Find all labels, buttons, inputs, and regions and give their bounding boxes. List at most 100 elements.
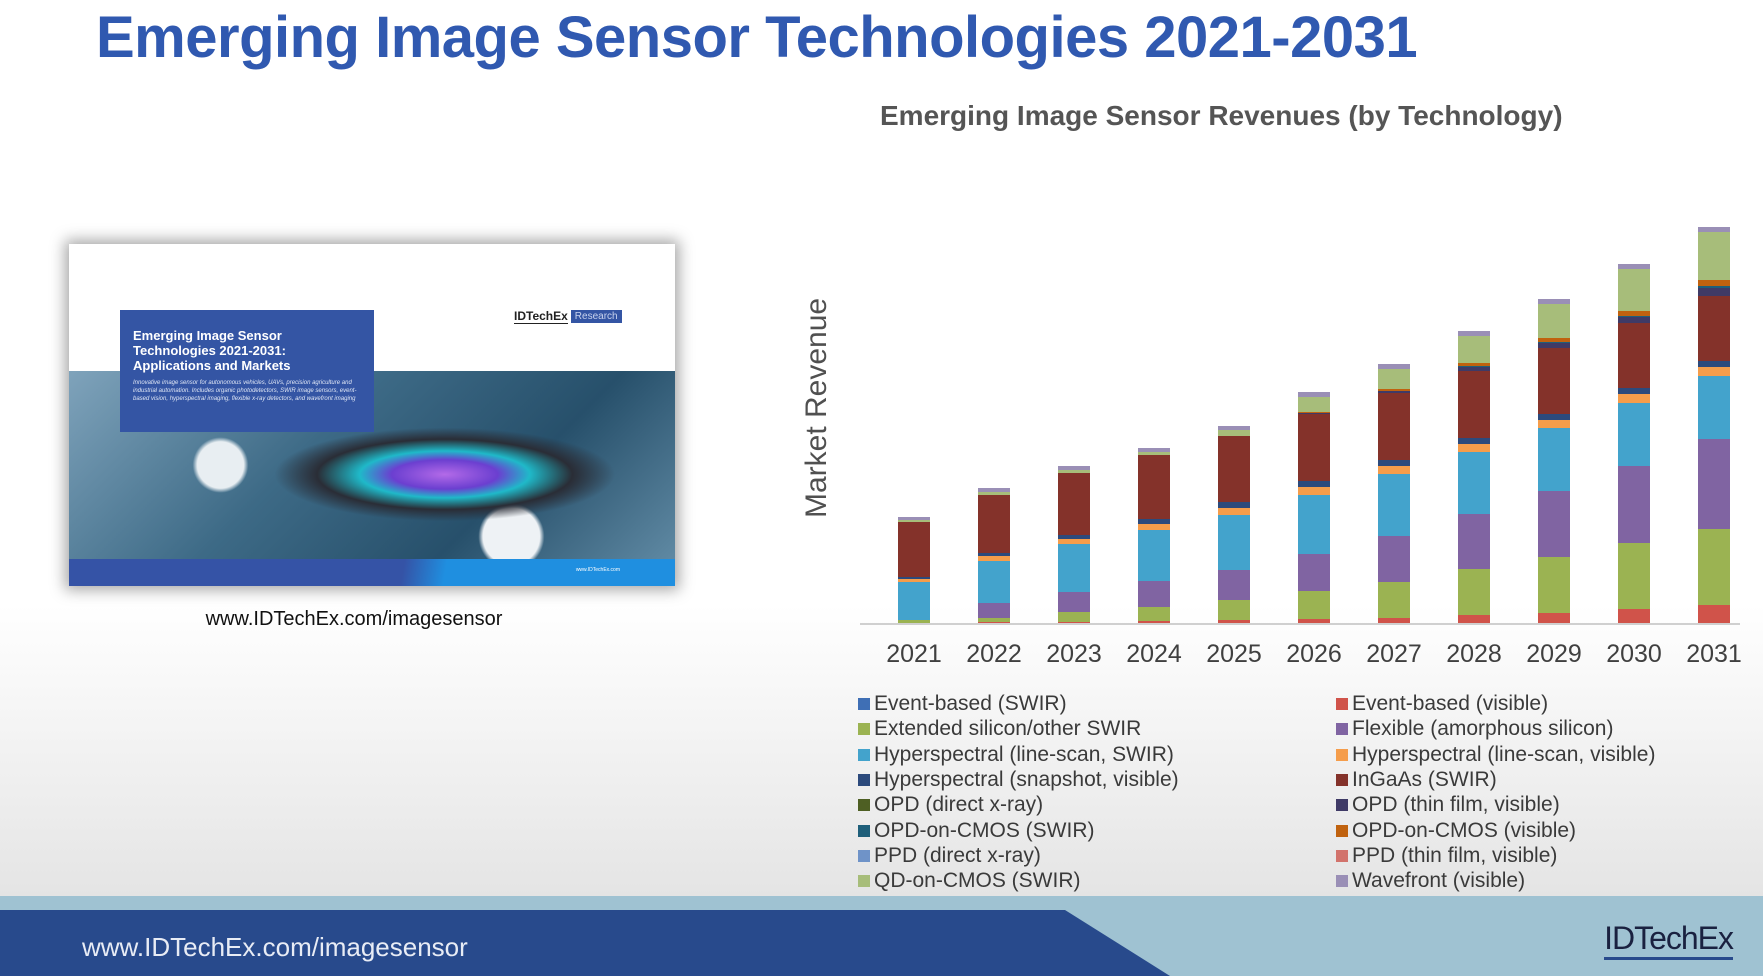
stacked-bar-plot xyxy=(860,210,1740,625)
bar-segment xyxy=(1058,470,1090,473)
legend-item: Event-based (SWIR) xyxy=(858,692,1067,716)
cover-brand-tag: Research xyxy=(570,310,622,323)
bar-segment xyxy=(1538,613,1570,623)
bar-segment xyxy=(1138,519,1170,524)
x-axis-line xyxy=(860,623,1740,625)
legend-item: Event-based (visible) xyxy=(1336,692,1548,716)
bar-segment xyxy=(1458,569,1490,615)
bar-segment xyxy=(1698,361,1730,367)
bar-segment xyxy=(1218,436,1250,502)
x-tick-label: 2028 xyxy=(1446,640,1502,668)
legend-item: Flexible (amorphous silicon) xyxy=(1336,717,1613,741)
legend-swatch-icon xyxy=(858,748,870,761)
bar-segment xyxy=(1538,420,1570,428)
bar-segment xyxy=(1298,487,1330,495)
bar-segment xyxy=(1218,426,1250,430)
bar-segment xyxy=(1458,366,1490,367)
legend-item: Extended silicon/other SWIR xyxy=(858,717,1141,741)
cover-title-box: Emerging Image Sensor Technologies 2021-… xyxy=(120,310,374,432)
bar-segment xyxy=(1538,304,1570,338)
x-tick-label: 2025 xyxy=(1206,640,1262,668)
bar-2031 xyxy=(1698,227,1730,623)
bar-segment xyxy=(1458,367,1490,371)
legend-item: OPD-on-CMOS (visible) xyxy=(1336,819,1576,843)
bar-segment xyxy=(978,622,1010,623)
bar-segment xyxy=(1218,620,1250,623)
footer-url[interactable]: www.IDTechEx.com/imagesensor xyxy=(82,932,468,962)
bar-segment xyxy=(1618,403,1650,466)
bar-segment xyxy=(1138,455,1170,519)
bar-segment xyxy=(1458,444,1490,452)
bar-segment xyxy=(1618,323,1650,388)
bar-segment xyxy=(1218,570,1250,600)
bar-segment xyxy=(1138,621,1170,623)
cover-caption-link[interactable]: www.IDTechEx.com/imagesensor xyxy=(205,608,503,630)
bar-segment xyxy=(1298,481,1330,487)
legend-swatch-icon xyxy=(1336,723,1348,736)
bar-segment xyxy=(898,577,930,579)
bar-segment xyxy=(1218,502,1250,508)
bar-segment xyxy=(1458,615,1490,623)
legend-item: Hyperspectral (line-scan, SWIR) xyxy=(858,743,1174,767)
bar-segment xyxy=(978,603,1010,618)
legend-label: Event-based (visible) xyxy=(1352,692,1549,715)
cover-description: Innovative image sensor for autonomous v… xyxy=(133,380,357,402)
bar-segment xyxy=(898,522,930,577)
bar-segment xyxy=(1698,232,1730,280)
legend-label: Hyperspectral (line-scan, visible) xyxy=(1352,742,1656,766)
bar-segment xyxy=(1538,428,1570,491)
bar-segment xyxy=(1538,299,1570,304)
bar-segment xyxy=(978,492,1010,495)
bar-segment xyxy=(1618,388,1650,394)
bar-segment xyxy=(1538,348,1570,414)
bar-segment xyxy=(978,556,1010,561)
legend-swatch-icon xyxy=(1336,875,1348,888)
bar-segment xyxy=(1218,430,1250,436)
bar-segment xyxy=(1458,438,1490,444)
x-tick-label: 2021 xyxy=(886,640,942,668)
bar-segment xyxy=(1298,495,1330,554)
legend-item: Wavefront (visible) xyxy=(1336,869,1525,893)
legend-item: QD-on-CMOS (SWIR) xyxy=(858,869,1081,893)
x-tick-label: 2026 xyxy=(1286,640,1342,668)
bar-segment xyxy=(1138,607,1170,621)
bar-2030 xyxy=(1618,264,1650,623)
bar-segment xyxy=(1378,466,1410,474)
bar-segment xyxy=(1538,414,1570,420)
legend-item: Hyperspectral (snapshot, visible) xyxy=(858,768,1179,792)
bar-segment xyxy=(1378,391,1410,393)
legend-item: PPD (thin film, visible) xyxy=(1336,844,1557,868)
bar-segment xyxy=(1298,412,1330,413)
bar-segment xyxy=(898,520,930,522)
bar-segment xyxy=(1378,618,1410,623)
cover-title: Emerging Image Sensor Technologies 2021-… xyxy=(133,328,291,373)
bar-segment xyxy=(1138,524,1170,530)
bar-segment xyxy=(1378,364,1410,369)
x-tick-label: 2031 xyxy=(1686,640,1742,668)
bar-2021 xyxy=(898,517,930,623)
legend-label: InGaAs (SWIR) xyxy=(1352,767,1497,791)
bar-segment xyxy=(1298,392,1330,397)
bar-segment xyxy=(1378,460,1410,466)
x-tick-label: 2029 xyxy=(1526,640,1582,668)
bar-2027 xyxy=(1378,364,1410,623)
bar-segment xyxy=(898,582,930,620)
bar-segment xyxy=(1378,536,1410,582)
bar-segment xyxy=(1218,600,1250,620)
bar-segment xyxy=(1378,582,1410,618)
bar-2025 xyxy=(1218,426,1250,623)
bar-segment xyxy=(1618,269,1650,311)
bar-2028 xyxy=(1458,331,1490,623)
legend-label: PPD (thin film, visible) xyxy=(1352,843,1558,867)
bar-segment xyxy=(1058,473,1090,535)
bar-segment xyxy=(1698,296,1730,361)
legend-label: Event-based (SWIR) xyxy=(874,692,1067,715)
bar-2022 xyxy=(978,488,1010,623)
bar-segment xyxy=(1458,452,1490,514)
idtechex-logo: IDTechEx xyxy=(1604,920,1734,960)
footer-bar: www.IDTechEx.com/imagesensor IDTechEx xyxy=(0,896,1763,976)
bar-segment xyxy=(1058,466,1090,470)
bar-segment xyxy=(1538,491,1570,557)
bar-segment xyxy=(1698,367,1730,376)
bar-segment xyxy=(1458,336,1490,363)
